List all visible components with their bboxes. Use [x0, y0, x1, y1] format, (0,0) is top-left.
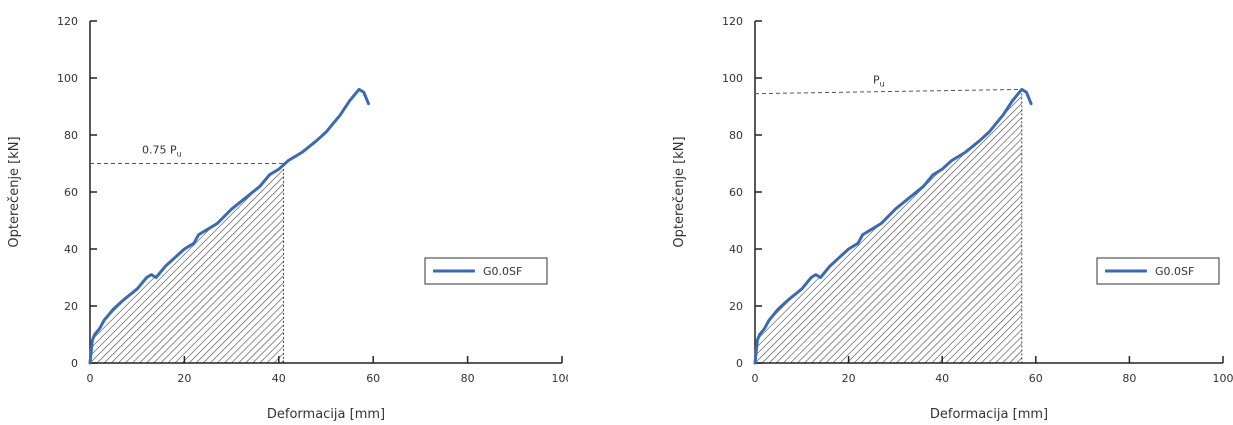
y-tick-label: 60 — [729, 186, 743, 199]
y-tick-label: 120 — [722, 15, 743, 28]
x-tick-label: 80 — [461, 372, 475, 385]
legend: G0.0SF — [1096, 257, 1220, 285]
x-tick-label: 40 — [272, 372, 286, 385]
x-tick-label: 60 — [366, 372, 380, 385]
y-tick-label: 120 — [57, 15, 78, 28]
x-axis-title: Deformacija [mm] — [267, 407, 385, 422]
y-tick-label: 60 — [64, 186, 78, 199]
x-tick-label: 40 — [935, 372, 949, 385]
y-axis-title: Opterečenje [kN] — [7, 136, 22, 247]
y-tick-label: 0 — [736, 357, 743, 370]
y-tick-label: 0 — [71, 357, 78, 370]
y-tick-label: 40 — [729, 243, 743, 256]
x-tick-label: 0 — [87, 372, 94, 385]
y-tick-label: 100 — [722, 72, 743, 85]
annotation-label: Pu — [873, 74, 885, 89]
y-tick-label: 80 — [64, 129, 78, 142]
chart-right: 0 20 40 60 80 100 120 0 20 40 60 80 100 Deformacija [… — [672, 15, 1233, 422]
x-tick-label: 20 — [177, 372, 191, 385]
y-tick-label: 80 — [729, 129, 743, 142]
legend: G0.0SF — [424, 257, 548, 285]
x-tick-label: 20 — [842, 372, 856, 385]
y-tick-label: 20 — [64, 300, 78, 313]
x-axis-title: Deformacija [mm] — [930, 407, 1048, 422]
y-axis-title: Opterečenje [kN] — [672, 136, 687, 247]
y-tick-label: 100 — [57, 72, 78, 85]
y-tick-label: 40 — [64, 243, 78, 256]
y-tick-label: 20 — [729, 300, 743, 313]
hatched-area — [755, 89, 1022, 364]
series-line-G0.0SF — [753, 87, 1033, 365]
legend-label: G0.0SF — [1155, 265, 1194, 278]
x-tick-label: 0 — [752, 372, 759, 385]
hatched-area — [90, 164, 284, 363]
series-line-G0.0SF — [88, 87, 370, 365]
chart-left: 0 20 40 60 80 100 120 0 20 40 60 80 100 Deformacija [… — [7, 15, 569, 422]
x-tick-label: 80 — [1122, 372, 1136, 385]
legend-label: G0.0SF — [483, 265, 522, 278]
annotation-label: 0.75 Pu — [142, 144, 182, 159]
annotation-dashed-line — [754, 88, 1022, 95]
x-tick-label: 100 — [552, 372, 569, 385]
x-tick-label: 60 — [1029, 372, 1043, 385]
x-tick-label: 100 — [1213, 372, 1233, 385]
